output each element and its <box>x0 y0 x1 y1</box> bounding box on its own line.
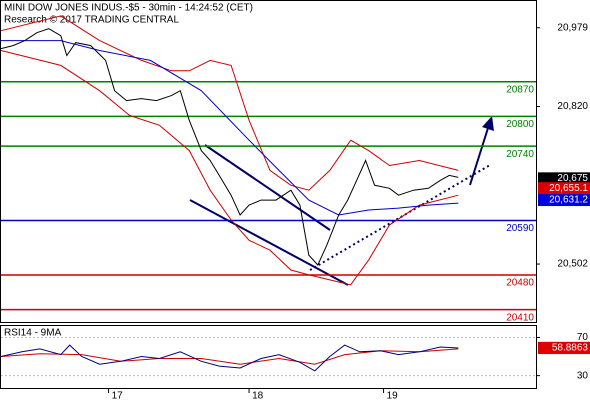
price-tag-label: 20,655.1 <box>549 183 588 194</box>
price-tag-label: 20,675 <box>557 173 588 184</box>
level-label: 20870 <box>506 84 534 95</box>
price-tag-label: 20,631.2 <box>549 195 588 206</box>
series-line <box>1 40 459 216</box>
price-tag-label: 58.8863 <box>552 343 589 354</box>
y-tick-label: 20,502 <box>557 259 588 270</box>
y-tick-label: 20,820 <box>557 101 588 112</box>
price-tag <box>538 172 590 185</box>
price-tag <box>538 182 590 195</box>
level-label: 20800 <box>506 119 534 130</box>
x-tick-label: 17 <box>112 391 124 400</box>
x-tick-label: 18 <box>252 391 264 400</box>
level-label: 20410 <box>506 312 534 323</box>
price-tag <box>538 342 590 355</box>
y-tick-label: 20,979 <box>557 22 588 33</box>
main-frame <box>0 0 537 323</box>
x-tick-label: 19 <box>387 391 399 400</box>
chart-subtitle: Research © 2017 TRADING CENTRAL <box>4 15 179 26</box>
level-label: 20740 <box>506 149 534 160</box>
price-tag <box>538 194 590 207</box>
series-line <box>0 344 459 372</box>
level-label: 20480 <box>506 278 534 289</box>
arrow-head <box>482 116 494 131</box>
channel-line <box>189 199 349 286</box>
series-line <box>0 28 459 266</box>
level-label: 20590 <box>506 223 534 234</box>
arrow-shaft <box>469 127 489 186</box>
channel-line <box>204 144 331 231</box>
y-tick-label: 70 <box>577 332 589 343</box>
rsi-title: RSI14 - 9MA <box>4 328 62 339</box>
chart-title: MINI DOW JONES INDUS.-$5 - 30min - 14:24… <box>4 3 253 14</box>
y-tick-label: 30 <box>577 370 589 381</box>
series-line <box>0 50 459 286</box>
